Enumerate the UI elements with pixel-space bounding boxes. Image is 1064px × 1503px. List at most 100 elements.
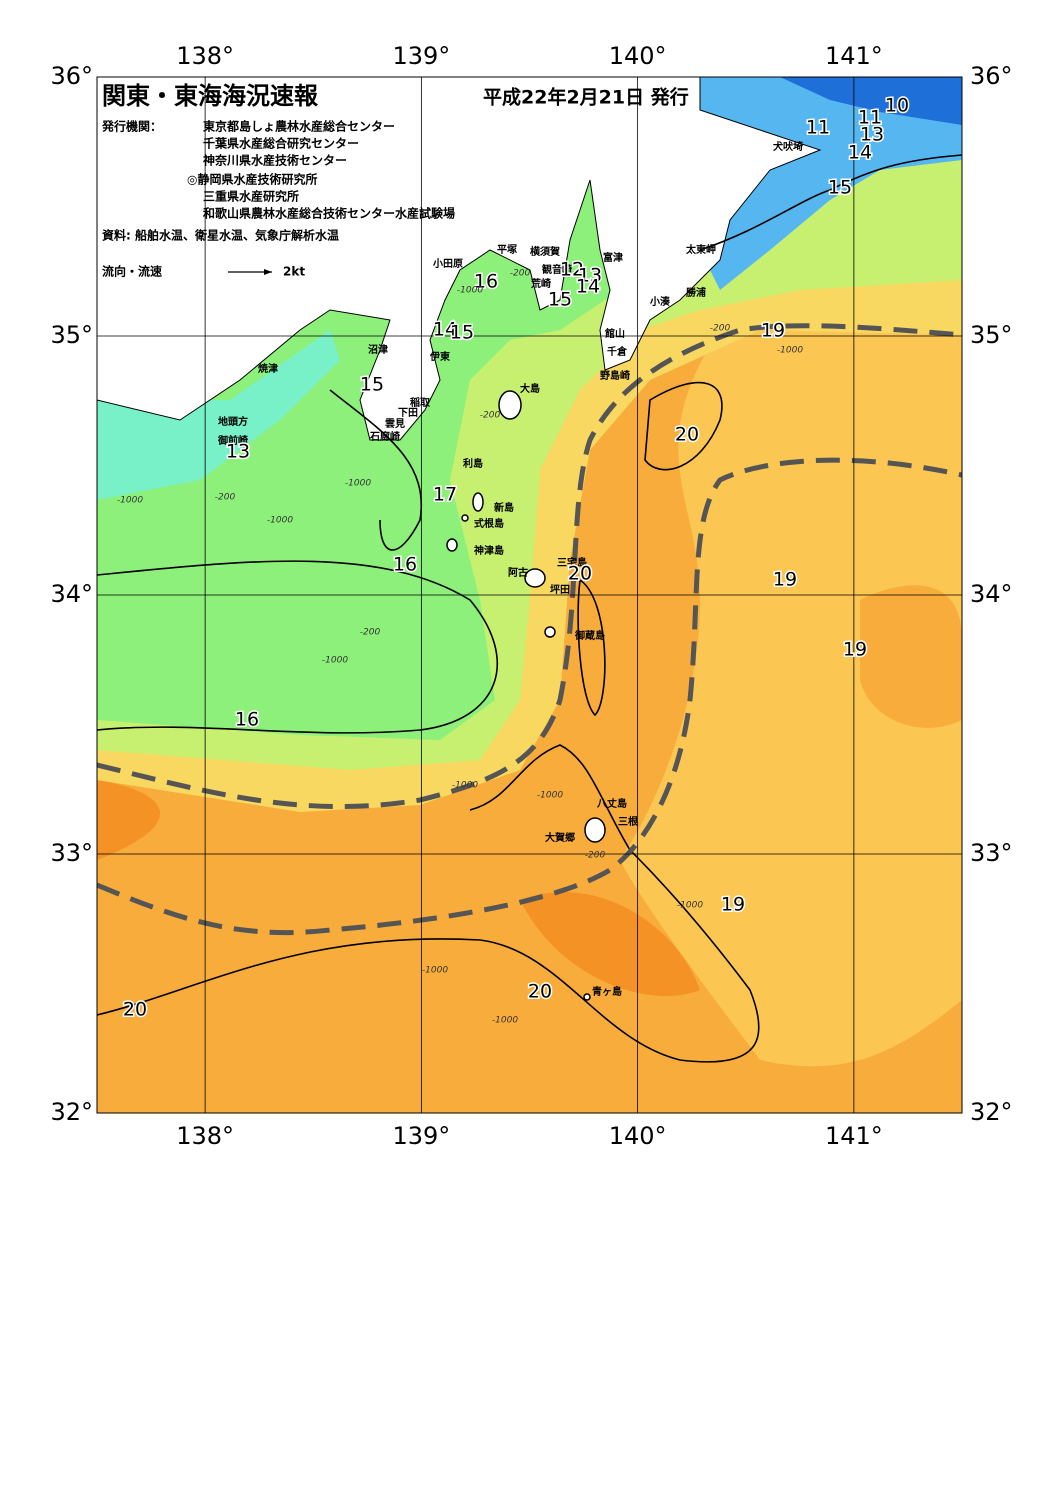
isotherm-label: 10 xyxy=(885,95,909,117)
isotherm-label: 11 xyxy=(858,107,882,129)
lat-label-right: 34° xyxy=(970,580,1013,608)
isotherm-label: 16 xyxy=(235,709,259,731)
place-name: 平塚 xyxy=(497,243,517,256)
depth-label: -1000 xyxy=(677,901,703,911)
island xyxy=(583,993,591,1001)
place-name: 館山 xyxy=(604,327,625,340)
isotherm xyxy=(699,154,962,251)
isotherm-label: 19 xyxy=(761,320,785,342)
lon-label-top: 138° xyxy=(176,42,234,70)
isotherm-label: 15 xyxy=(548,289,572,311)
isotherm-label: 11 xyxy=(806,117,830,139)
place-name: 坪田 xyxy=(550,583,570,596)
lat-label-left: 33° xyxy=(50,839,93,867)
isotherm-label: 19 xyxy=(843,639,867,661)
place-name: 野島崎 xyxy=(600,369,630,382)
isotherm xyxy=(97,744,760,1063)
island xyxy=(524,568,546,588)
isotherm-label: 14 xyxy=(433,319,457,341)
kuroshio-path xyxy=(97,323,962,809)
island xyxy=(544,626,556,638)
place-name: 御蔵島 xyxy=(574,629,605,642)
lon-label-bottom: 139° xyxy=(392,1122,450,1150)
place-name: 青ヶ島 xyxy=(592,985,622,998)
lat-label-left: 34° xyxy=(50,580,93,608)
isotherm-label: 19 xyxy=(773,569,797,591)
place-name: 沼津 xyxy=(368,343,388,356)
depth-label: -1000 xyxy=(345,479,371,489)
place-name: 地頭方 xyxy=(218,415,248,428)
isotherm-label: 20 xyxy=(675,424,699,446)
data-source: 資料: 船舶水温、衛星水温、気象庁解析水温 xyxy=(102,228,339,243)
depth-label: -200 xyxy=(360,628,381,638)
lat-label-right: 32° xyxy=(970,1098,1013,1126)
place-name: 石廊崎 xyxy=(369,430,400,443)
island xyxy=(461,514,469,522)
issuer: 千葉県水産総合研究センター xyxy=(203,136,359,151)
cold-water-east xyxy=(700,77,962,290)
place-name: 千倉 xyxy=(607,345,628,358)
isotherm-label: 12 xyxy=(560,259,584,281)
place-name: 焼津 xyxy=(258,362,278,375)
place-name: 稲取 xyxy=(410,396,431,409)
oyashio-water xyxy=(780,77,962,125)
place-name: 阿古 xyxy=(508,566,528,579)
isotherm-label: 14 xyxy=(848,142,872,164)
place-name: 伊東 xyxy=(429,350,450,363)
lon-label-bottom: 138° xyxy=(176,1122,234,1150)
axis-labels: 138° 138° 139° 139° 140° 140° 141° 141° 32° 32° 33… xyxy=(50,42,1012,1150)
place-name: 犬吠埼 xyxy=(773,140,803,153)
place-name: 勝浦 xyxy=(686,286,706,299)
isotherm-label: 20 xyxy=(123,999,147,1021)
island xyxy=(584,817,606,843)
place-name: 観音崎 xyxy=(542,263,572,276)
issuer: ◎静岡県水産技術研究所 xyxy=(187,172,317,187)
place-name: 荒崎 xyxy=(530,277,551,290)
title: 関東・東海海況速報 xyxy=(102,82,319,110)
lat-label-right: 36° xyxy=(970,62,1013,90)
isotherm-label: 16 xyxy=(474,271,498,293)
place-name: 新島 xyxy=(494,501,514,514)
depth-label: -1000 xyxy=(492,1016,518,1026)
lat-label-left: 32° xyxy=(50,1098,93,1126)
place-name: 三宅島 xyxy=(557,556,587,569)
isotherm-label: 20 xyxy=(568,563,592,585)
depth-label: -1000 xyxy=(452,781,478,791)
isotherm xyxy=(97,560,498,734)
place-name: 横須賀 xyxy=(530,245,560,258)
depth-label: -1000 xyxy=(322,656,348,666)
lon-label-top: 139° xyxy=(392,42,450,70)
map-frame xyxy=(96,76,963,1114)
place-name: 三根 xyxy=(618,815,638,828)
lon-label-bottom: 141° xyxy=(825,1122,883,1150)
place-name: 大賀郷 xyxy=(545,831,575,844)
place-name: 利島 xyxy=(463,457,483,470)
place-name: 御前崎 xyxy=(217,434,248,447)
depth-label: -200 xyxy=(710,324,731,334)
depth-label: -1000 xyxy=(117,496,143,506)
place-name: 神津島 xyxy=(474,544,504,557)
depth-label: -1000 xyxy=(777,346,803,356)
warm-core xyxy=(97,780,700,996)
issuer-label: 発行機関： xyxy=(101,119,162,134)
legend-speed: 2kt xyxy=(283,265,305,279)
depth-label: -200 xyxy=(480,411,501,421)
isotherm-label: 13 xyxy=(226,441,250,463)
place-name: 大島 xyxy=(520,382,540,395)
depth-label: -200 xyxy=(215,493,236,503)
issue-date: 平成22年2月21日 発行 xyxy=(483,86,689,109)
place-name: 小田原 xyxy=(432,257,463,270)
issuer: 和歌山県農林水産総合技術センター水産試験場 xyxy=(202,206,455,221)
depth-label: -200 xyxy=(585,851,606,861)
lat-label-right: 35° xyxy=(970,321,1013,349)
place-name: 下田 xyxy=(398,407,418,419)
isotherm-label: 20 xyxy=(528,981,552,1003)
graticule xyxy=(97,77,962,1113)
legend-label: 流向・流速 xyxy=(102,264,162,279)
depth-label: -200 xyxy=(510,269,531,279)
place-name: 太東岬 xyxy=(685,243,716,256)
isotherms xyxy=(97,154,962,1063)
